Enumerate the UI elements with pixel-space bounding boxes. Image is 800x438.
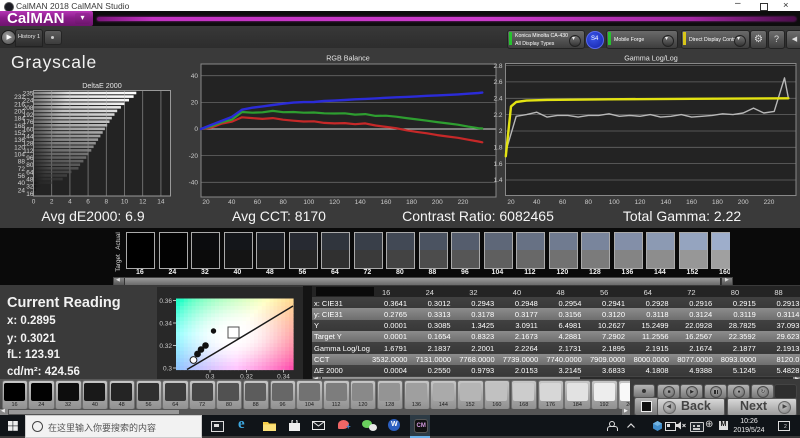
svg-text:40: 40 bbox=[533, 199, 541, 206]
svg-text:RGB Balance: RGB Balance bbox=[326, 54, 370, 63]
svg-text:0.32: 0.32 bbox=[159, 343, 172, 350]
svg-text:64: 64 bbox=[26, 169, 34, 176]
svg-text:48: 48 bbox=[26, 177, 34, 184]
svg-text:2.2: 2.2 bbox=[493, 112, 502, 119]
svg-text:100: 100 bbox=[609, 199, 620, 206]
svg-text:200: 200 bbox=[14, 108, 25, 115]
svg-text:8: 8 bbox=[104, 199, 108, 206]
svg-text:120: 120 bbox=[329, 199, 340, 206]
svg-text:136: 136 bbox=[14, 137, 25, 144]
svg-text:120: 120 bbox=[635, 199, 646, 206]
svg-text:80: 80 bbox=[585, 199, 593, 206]
svg-text:60: 60 bbox=[254, 199, 262, 206]
svg-text:128: 128 bbox=[23, 141, 34, 148]
svg-text:180: 180 bbox=[712, 199, 723, 206]
svg-text:Target: Target bbox=[115, 254, 122, 272]
svg-text:6: 6 bbox=[86, 199, 90, 206]
svg-text:200: 200 bbox=[432, 199, 443, 206]
svg-text:40: 40 bbox=[191, 73, 199, 80]
svg-text:40: 40 bbox=[228, 199, 236, 206]
svg-text:56: 56 bbox=[18, 173, 26, 180]
svg-text:1.4: 1.4 bbox=[493, 177, 502, 184]
svg-text:0.3: 0.3 bbox=[163, 366, 172, 373]
svg-text:200: 200 bbox=[738, 199, 749, 206]
svg-text:160: 160 bbox=[380, 199, 391, 206]
svg-text:-20: -20 bbox=[189, 153, 199, 160]
svg-text:220: 220 bbox=[458, 199, 469, 206]
svg-text:235: 235 bbox=[23, 91, 34, 98]
svg-text:0.34: 0.34 bbox=[159, 321, 172, 328]
svg-text:144: 144 bbox=[23, 134, 34, 141]
svg-text:20: 20 bbox=[202, 199, 210, 206]
svg-text:Actual: Actual bbox=[115, 232, 122, 250]
svg-text:112: 112 bbox=[23, 148, 34, 155]
svg-text:160: 160 bbox=[23, 126, 34, 133]
svg-text:1.8: 1.8 bbox=[493, 145, 502, 152]
svg-text:32: 32 bbox=[26, 184, 34, 191]
svg-text:0: 0 bbox=[194, 126, 198, 133]
svg-text:2: 2 bbox=[50, 199, 54, 206]
svg-text:0.32: 0.32 bbox=[240, 374, 253, 380]
svg-text:10: 10 bbox=[121, 199, 129, 206]
svg-text:208: 208 bbox=[23, 105, 34, 112]
svg-text:40: 40 bbox=[18, 180, 26, 187]
svg-text:140: 140 bbox=[355, 199, 366, 206]
svg-text:100: 100 bbox=[303, 199, 314, 206]
svg-text:4: 4 bbox=[68, 199, 72, 206]
svg-text:140: 140 bbox=[660, 199, 671, 206]
svg-text:168: 168 bbox=[14, 123, 25, 130]
svg-text:2.6: 2.6 bbox=[493, 79, 502, 86]
svg-text:20: 20 bbox=[507, 199, 515, 206]
svg-text:20: 20 bbox=[191, 100, 199, 107]
svg-text:104: 104 bbox=[14, 152, 25, 159]
svg-text:216: 216 bbox=[14, 101, 25, 108]
svg-text:60: 60 bbox=[559, 199, 567, 206]
svg-text:72: 72 bbox=[18, 166, 26, 173]
svg-text:DeltaE 2000: DeltaE 2000 bbox=[82, 81, 122, 90]
svg-text:1.6: 1.6 bbox=[493, 161, 502, 168]
svg-text:12: 12 bbox=[139, 199, 147, 206]
svg-text:-40: -40 bbox=[189, 180, 199, 187]
svg-text:16: 16 bbox=[26, 191, 34, 198]
svg-text:0: 0 bbox=[32, 199, 36, 206]
svg-text:2.4: 2.4 bbox=[493, 96, 502, 103]
svg-text:152: 152 bbox=[14, 130, 25, 137]
svg-text:176: 176 bbox=[23, 119, 34, 126]
svg-text:0.36: 0.36 bbox=[159, 298, 172, 305]
svg-text:2.8: 2.8 bbox=[493, 63, 502, 70]
svg-text:2: 2 bbox=[499, 128, 503, 135]
svg-text:180: 180 bbox=[406, 199, 417, 206]
svg-text:0.3: 0.3 bbox=[205, 374, 214, 380]
svg-text:192: 192 bbox=[23, 112, 34, 119]
svg-text:120: 120 bbox=[14, 144, 25, 151]
svg-text:96: 96 bbox=[26, 155, 34, 162]
svg-text:0.34: 0.34 bbox=[277, 374, 290, 380]
svg-text:80: 80 bbox=[26, 162, 34, 169]
svg-text:24: 24 bbox=[18, 187, 26, 194]
svg-text:Gamma Log/Log: Gamma Log/Log bbox=[624, 54, 678, 63]
svg-text:224: 224 bbox=[23, 98, 34, 105]
svg-text:184: 184 bbox=[14, 116, 25, 123]
svg-text:14: 14 bbox=[157, 199, 165, 206]
svg-text:232: 232 bbox=[14, 94, 25, 101]
svg-text:160: 160 bbox=[686, 199, 697, 206]
svg-text:88: 88 bbox=[18, 159, 26, 166]
svg-text:80: 80 bbox=[279, 199, 287, 206]
svg-text:220: 220 bbox=[764, 199, 775, 206]
